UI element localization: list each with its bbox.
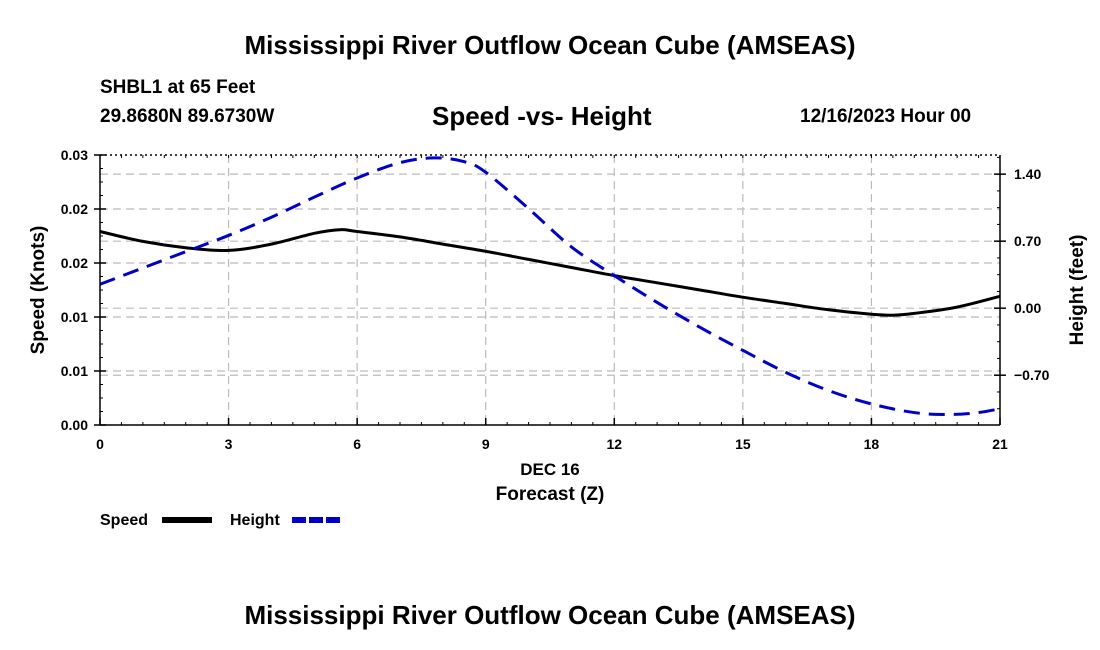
x-tick-label: 0 bbox=[96, 436, 104, 452]
x-tick-label: 18 bbox=[864, 436, 880, 452]
y-axis-label: Speed (Knots) bbox=[28, 226, 49, 355]
footer-title: Mississippi River Outflow Ocean Cube (AM… bbox=[244, 600, 856, 630]
y2-tick-label: 0.70 bbox=[1014, 233, 1041, 249]
y2-tick-label: −0.70 bbox=[1014, 367, 1050, 383]
y2-axis-label: Height (feet) bbox=[1067, 235, 1088, 346]
x-tick-label: 21 bbox=[992, 436, 1008, 452]
y2-tick-label: 1.40 bbox=[1014, 166, 1041, 182]
datetime-label: 12/16/2023 Hour 00 bbox=[800, 106, 972, 127]
page-title: Mississippi River Outflow Ocean Cube (AM… bbox=[244, 30, 856, 60]
y-tick-label: 0.00 bbox=[61, 417, 88, 433]
y-tick-label: 0.02 bbox=[61, 255, 88, 271]
y-tick-label: 0.02 bbox=[61, 201, 88, 217]
speed-series-line bbox=[99, 228, 1001, 317]
y-tick-label: 0.01 bbox=[61, 309, 88, 325]
y-tick-label: 0.01 bbox=[61, 363, 88, 379]
height-series-line bbox=[99, 156, 1001, 416]
y-tick-label: 0.03 bbox=[61, 147, 88, 163]
legend-label-speed: Speed bbox=[100, 512, 148, 529]
station-label: SHBL1 at 65 Feet bbox=[100, 77, 256, 98]
legend-label-height: Height bbox=[230, 512, 280, 529]
x-axis-date-label: DEC 16 bbox=[520, 460, 580, 479]
x-tick-label: 3 bbox=[225, 436, 233, 452]
x-tick-label: 6 bbox=[353, 436, 361, 452]
speed-height-chart: 0 3 6 9 12 15 18 21 0.00 0.01 0.01 0.02 0.02 0.03 −0.7… bbox=[28, 147, 1088, 529]
chart-title: Speed -vs- Height bbox=[432, 101, 652, 131]
y2-tick-label: 0.00 bbox=[1014, 300, 1041, 316]
coordinates-label: 29.8680N 89.6730W bbox=[100, 106, 275, 127]
x-tick-label: 12 bbox=[606, 436, 622, 452]
x-axis-label: Forecast (Z) bbox=[496, 484, 605, 505]
legend: Speed Height bbox=[100, 512, 342, 529]
x-tick-label: 9 bbox=[482, 436, 490, 452]
x-tick-label: 15 bbox=[735, 436, 751, 452]
